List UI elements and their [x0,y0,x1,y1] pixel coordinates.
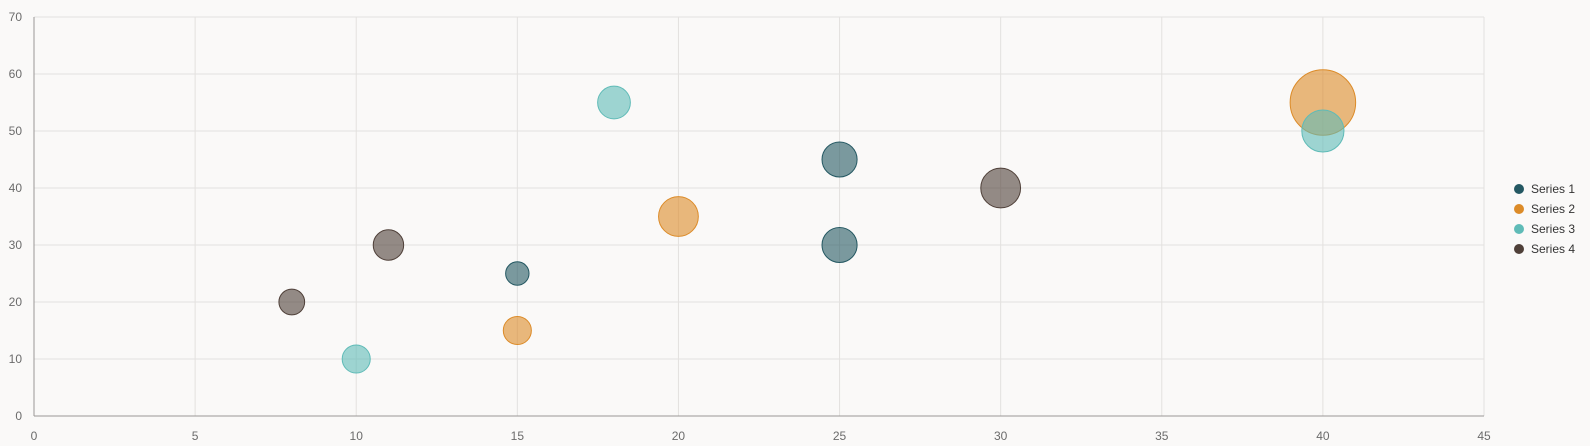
y-tick-label: 60 [9,67,23,81]
legend-label-series-1[interactable]: Series 1 [1531,182,1575,196]
bubble-series-2-point-1[interactable] [502,315,532,346]
x-tick-label: 35 [1155,429,1169,443]
bubble-series-1-point-2[interactable] [821,141,858,178]
bubble-series [278,69,1357,374]
x-tick-label: 15 [511,429,525,443]
y-tick-label: 50 [9,124,23,138]
bubble-series-4-point-1[interactable] [278,288,306,316]
legend: Series 1 Series 2 Series 3 Series 4 [1514,182,1575,256]
y-tick-label: 10 [9,352,23,366]
legend-marker-series-4 [1514,244,1524,254]
x-tick-label: 0 [31,429,38,443]
plot-area [34,17,1484,416]
bubble-series-4-point-3[interactable] [980,167,1022,209]
legend-marker-series-1 [1514,184,1524,194]
bubble-series-3-point-3[interactable] [1301,109,1345,153]
x-tick-label: 5 [192,429,199,443]
y-tick-label: 70 [9,10,23,24]
x-tick-label: 45 [1477,429,1491,443]
legend-marker-series-2 [1514,204,1524,214]
legend-marker-series-3 [1514,224,1524,234]
y-tick-label: 0 [15,409,22,423]
x-tick-label: 30 [994,429,1008,443]
bubble-series-1-point-3[interactable] [821,226,858,264]
bubble-series-4-point-2[interactable] [372,229,405,261]
legend-label-series-2[interactable]: Series 2 [1531,202,1575,216]
bubble-series-1-point-1[interactable] [505,261,530,286]
legend-label-series-3[interactable]: Series 3 [1531,222,1575,236]
y-tick-label: 30 [9,238,23,252]
x-tick-label: 40 [1316,429,1330,443]
y-tick-label: 20 [9,295,23,309]
x-tick-label: 20 [672,429,686,443]
grid-lines [34,16,1485,416]
y-tick-label: 40 [9,181,23,195]
x-tick-label: 10 [350,429,364,443]
bubble-series-2-point-2[interactable] [658,196,699,237]
x-tick-label: 25 [833,429,847,443]
bubble-series-3-point-2[interactable] [597,85,631,120]
bubble-series-3-point-1[interactable] [341,344,371,374]
legend-label-series-4[interactable]: Series 4 [1531,242,1575,256]
axes: 0 5 10 15 20 25 30 35 40 45 0 10 20 30 40 50 60 70 [9,10,1491,443]
